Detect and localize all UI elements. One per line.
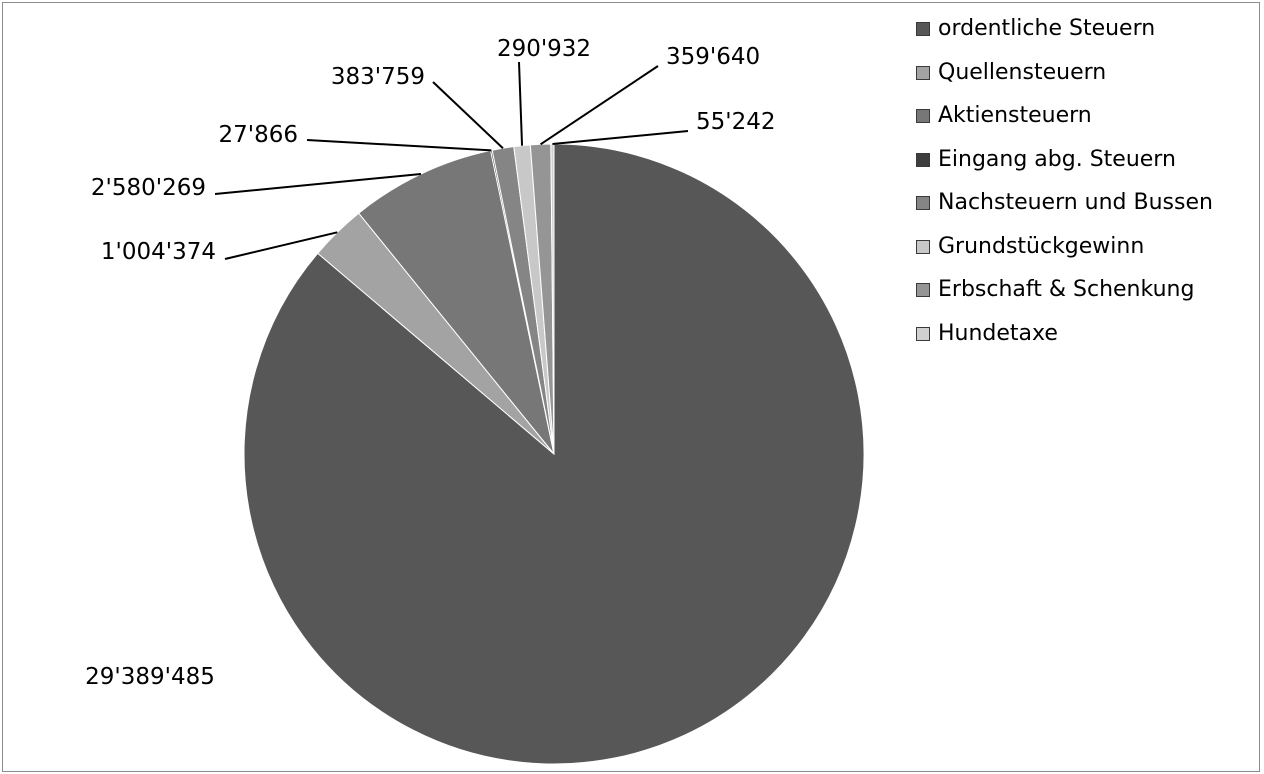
legend-label-4: Eingang abg. Steuern <box>938 146 1176 172</box>
legend-label-2: Quellensteuern <box>938 59 1107 85</box>
legend-item-4: Eingang abg. Steuern <box>916 145 1256 189</box>
pie-slice-3 <box>358 149 555 455</box>
legend-label-3: Aktiensteuern <box>938 103 1092 128</box>
data-label-8: 55'242 <box>696 109 776 135</box>
legend: ordentliche Steuern Quellensteuern Aktiens… <box>916 14 1256 362</box>
legend-item-5: Nachsteuern und Bussen <box>916 188 1256 232</box>
leader-line-7 <box>540 65 659 146</box>
legend-label-7: Erbschaft & Schenkung <box>938 277 1195 302</box>
legend-swatch-2 <box>916 65 930 80</box>
legend-swatch-6 <box>916 239 930 254</box>
legend-swatch-3 <box>916 109 930 123</box>
data-label-7: 359'640 <box>666 44 760 70</box>
legend-swatch-5 <box>916 196 930 210</box>
legend-swatch-8 <box>916 326 930 341</box>
legend-item-1: ordentliche Steuern <box>916 14 1256 58</box>
legend-swatch-4 <box>916 152 930 167</box>
data-label-3: 2'580'269 <box>91 175 206 201</box>
data-label-1: 29'389'485 <box>85 664 215 690</box>
data-label-4: 27'866 <box>219 122 299 148</box>
legend-item-3: Aktiensteuern <box>916 101 1256 145</box>
leader-line-4 <box>306 139 492 152</box>
legend-label-8: Hundetaxe <box>938 320 1058 346</box>
leader-line-5 <box>432 81 504 149</box>
leader-line-2 <box>224 231 338 260</box>
leader-line-3 <box>214 173 422 195</box>
legend-item-2: Quellensteuern <box>916 58 1256 102</box>
data-label-2: 1'004'374 <box>101 239 216 265</box>
data-labels: 29'389'485 1'004'374 2'580'269 27'866 383'75… <box>85 36 775 690</box>
legend-item-6: Grundstückgewinn <box>916 232 1256 276</box>
data-label-6: 290'932 <box>497 36 591 62</box>
legend-swatch-1 <box>916 22 930 36</box>
legend-swatch-7 <box>916 283 930 297</box>
legend-item-7: Erbschaft & Schenkung <box>916 275 1256 319</box>
pie-slices <box>243 143 865 765</box>
legend-label-5: Nachsteuern und Bussen <box>938 190 1213 215</box>
legend-item-8: Hundetaxe <box>916 319 1256 363</box>
leader-line-6 <box>518 61 524 146</box>
leader-lines <box>214 61 689 260</box>
legend-label-1: ordentliche Steuern <box>938 16 1156 41</box>
legend-label-6: Grundstückgewinn <box>938 233 1145 259</box>
leader-line-8 <box>552 130 689 145</box>
data-label-5: 383'759 <box>331 64 425 90</box>
